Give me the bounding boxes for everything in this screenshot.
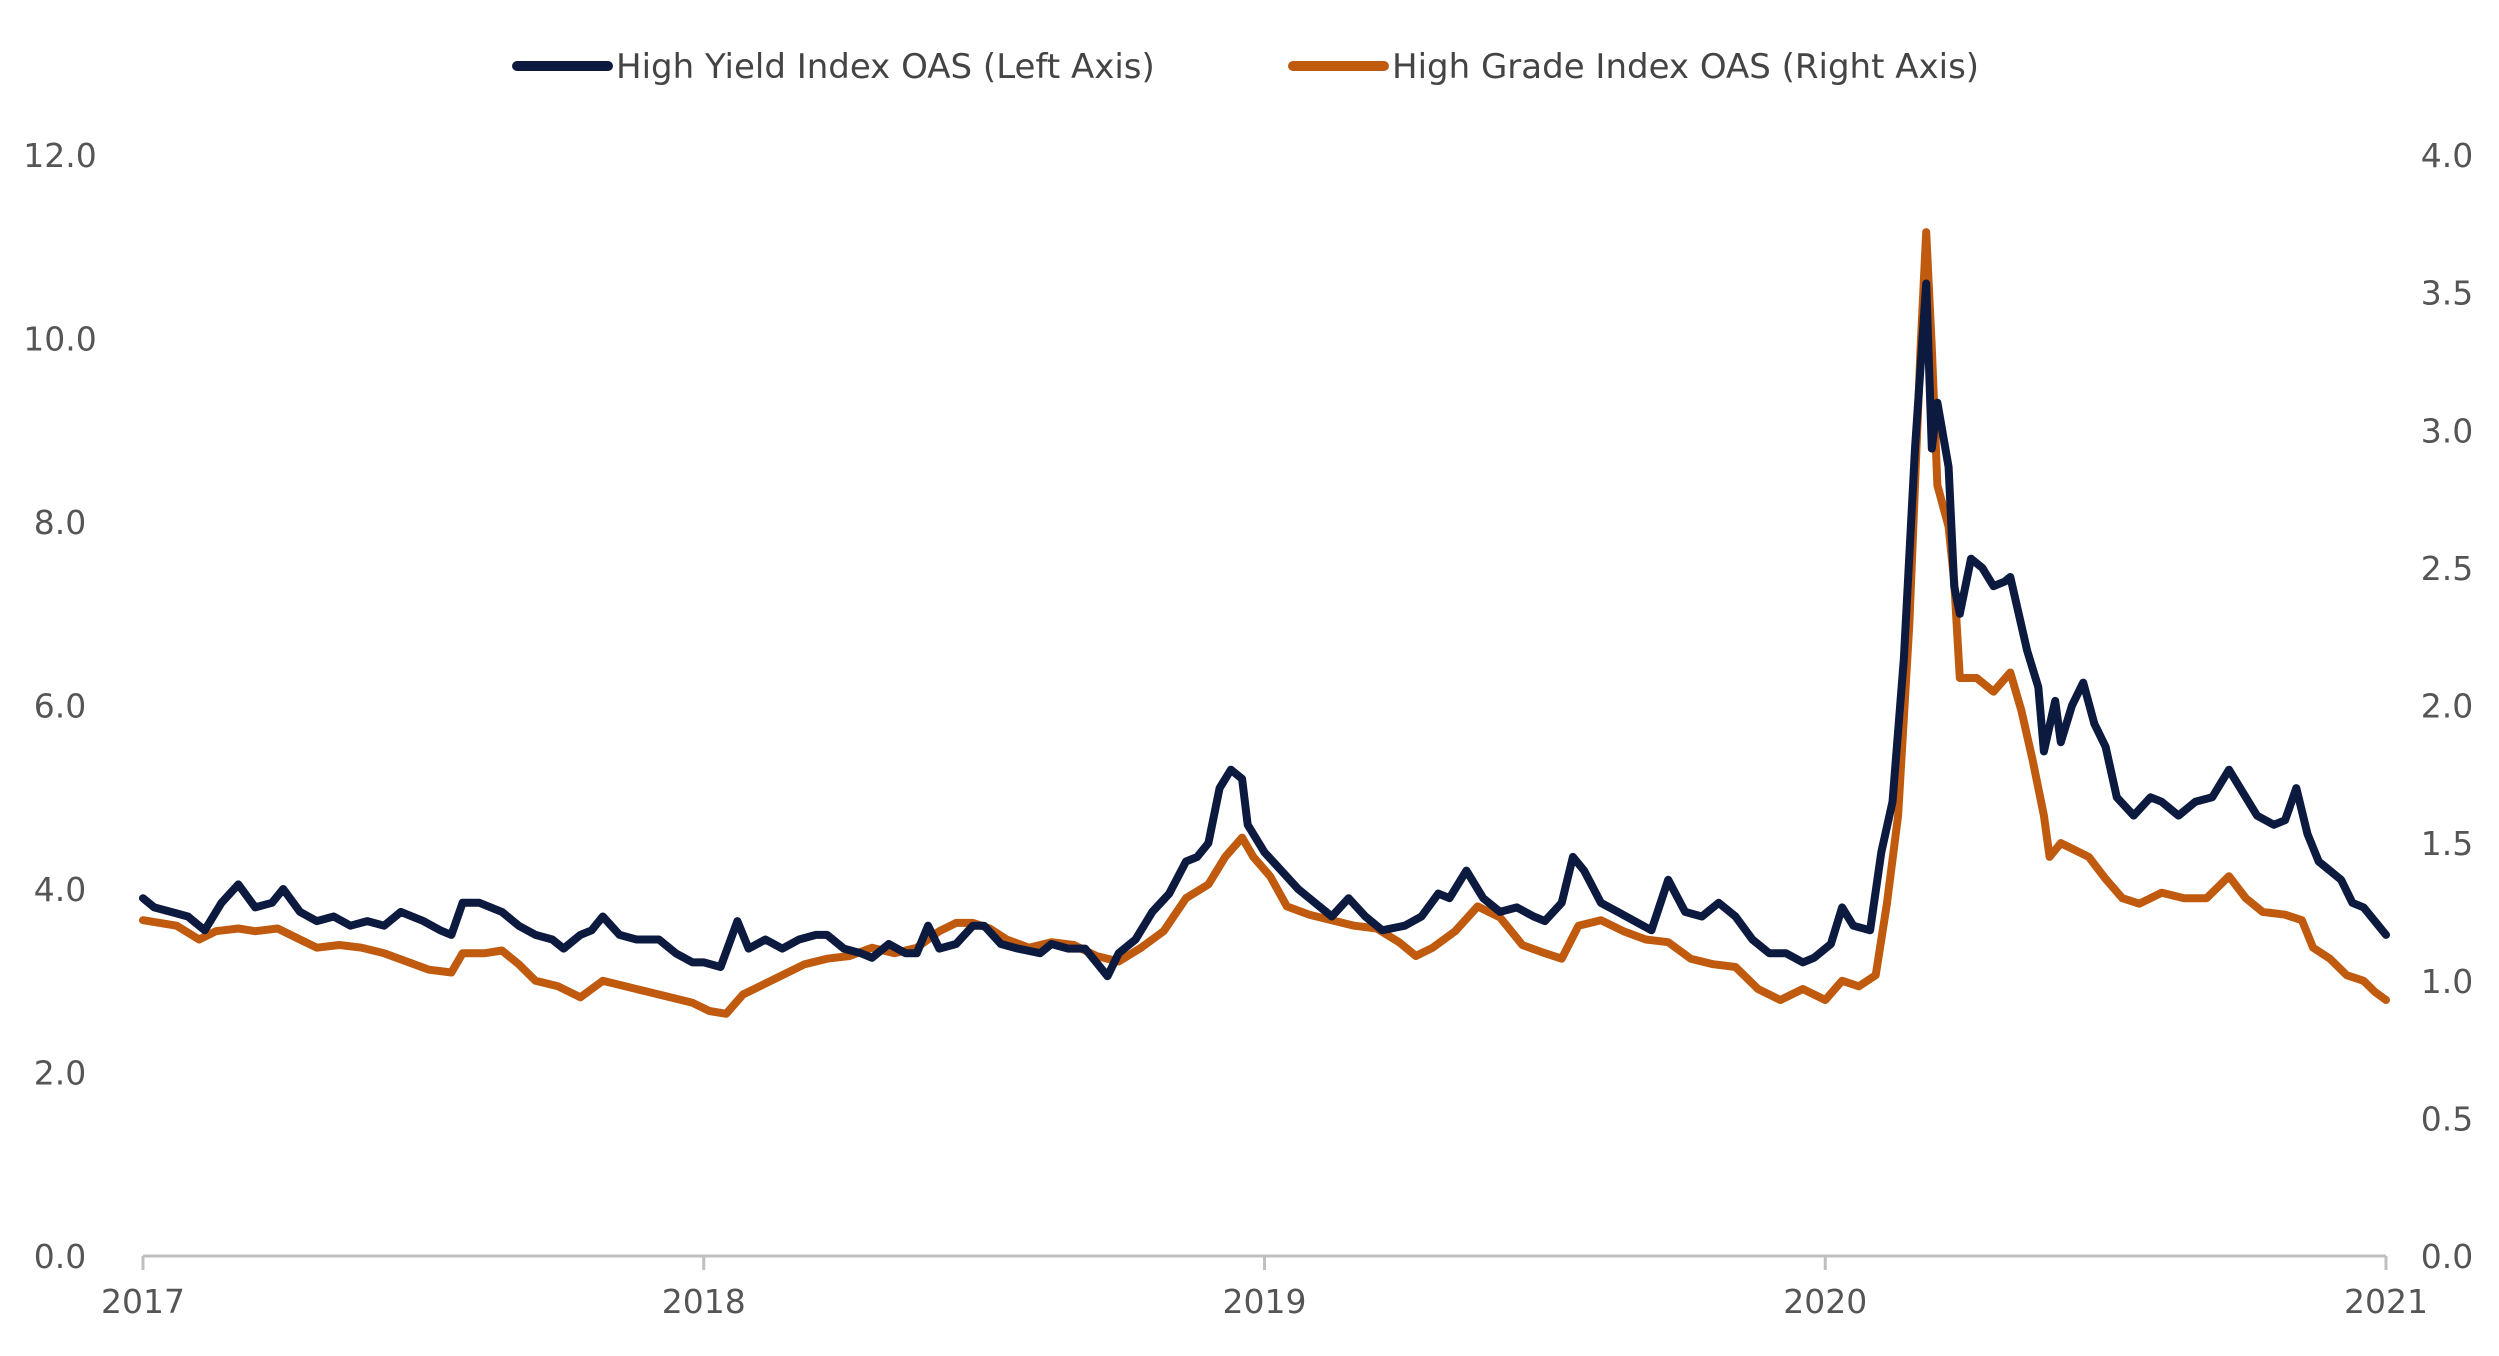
- y-left-tick-label: 6.0: [34, 687, 86, 726]
- legend-label-high-grade: High Grade Index OAS (Right Axis): [1392, 47, 1979, 87]
- y-right-tick-label: 2.5: [2421, 549, 2473, 588]
- x-tick-label: 2018: [662, 1282, 746, 1321]
- x-tick-label: 2020: [1783, 1282, 1867, 1321]
- y-right-tick-label: 0.0: [2421, 1237, 2473, 1276]
- y-left-tick-label: 4.0: [34, 870, 86, 909]
- y-right-tick-label: 3.5: [2421, 274, 2473, 313]
- y-left-tick-label: 2.0: [34, 1054, 86, 1093]
- series-line-high-yield: [139, 279, 2390, 981]
- y-left-tick-label: 8.0: [34, 503, 86, 542]
- series: [139, 228, 2390, 1018]
- x-tick-label: 2017: [101, 1282, 185, 1321]
- legend-label-high-yield: High Yield Index OAS (Left Axis): [616, 47, 1155, 87]
- y-left-tick-label: 12.0: [23, 136, 96, 175]
- x-tick-label: 2019: [1223, 1282, 1307, 1321]
- y-left-tick-label: 10.0: [23, 320, 96, 359]
- legend: High Yield Index OAS (Left Axis) High Gr…: [512, 47, 1979, 87]
- x-tick-label: 2021: [2344, 1282, 2428, 1321]
- y-left-tick-label: 0.0: [34, 1237, 86, 1276]
- y-right-tick-label: 2.0: [2421, 687, 2473, 726]
- y-right-tick-label: 1.5: [2421, 824, 2473, 863]
- y-right-tick-label: 3.0: [2421, 411, 2473, 450]
- y-right-tick-label: 0.5: [2421, 1099, 2473, 1138]
- y-right-tick-label: 1.0: [2421, 962, 2473, 1001]
- axes: 2017 2018 2019 2020 2021 0.0 2.0 4.0 6.0 8.0 10.0 1…: [23, 136, 2473, 1321]
- series-line-high-grade: [139, 228, 2390, 1018]
- y-right-tick-label: 4.0: [2421, 136, 2473, 175]
